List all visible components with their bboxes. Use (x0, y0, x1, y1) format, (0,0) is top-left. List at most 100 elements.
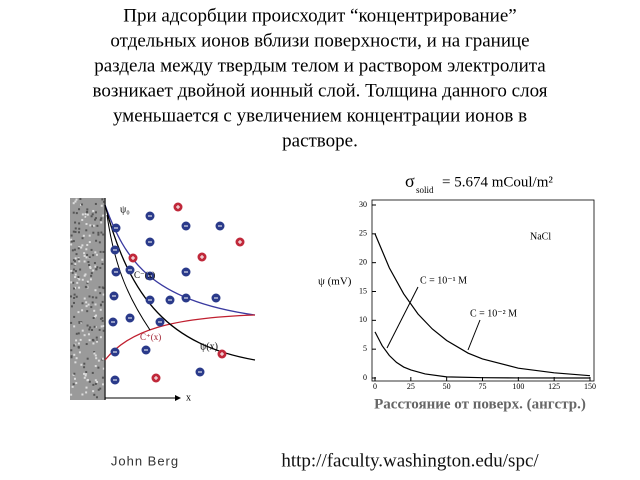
wall-speckle (92, 342, 95, 345)
psi-x-label: ψ(x) (200, 341, 218, 352)
wall-speckle (85, 211, 88, 214)
wall-speckle (90, 215, 93, 218)
wall-speckle (89, 266, 92, 269)
wall-speckle (74, 257, 77, 260)
text-line: раздела между твердым телом и раствором … (94, 55, 546, 76)
wall-speckle (73, 248, 76, 251)
wall-speckle (95, 314, 98, 317)
x-tick-label: 0 (373, 382, 377, 391)
wall-speckle (85, 286, 88, 289)
wall-speckle (101, 317, 104, 320)
cation-sign (154, 376, 158, 380)
wall-speckle (72, 383, 75, 386)
wall-speckle (86, 253, 89, 256)
wall-speckle (78, 208, 81, 211)
wall-speckle (73, 296, 76, 299)
wall-speckle (81, 237, 84, 240)
wall-speckle (81, 218, 84, 221)
psi-curve-2 (106, 214, 151, 331)
wall-speckle (88, 339, 91, 342)
plot-frame (371, 199, 595, 382)
wall-speckle (102, 214, 105, 217)
wall-speckle (99, 250, 102, 253)
wall-speckle (70, 240, 73, 243)
wall-speckle (93, 315, 96, 318)
wall-speckle (92, 209, 95, 212)
y-tick-label: 10 (359, 315, 367, 324)
wall-speckle (70, 356, 73, 359)
y-axis-label: ψ (mV) (318, 276, 352, 288)
wall-speckle (102, 250, 105, 253)
wall-speckle (73, 293, 76, 296)
wall-speckle (78, 222, 81, 225)
text-line: При адсорбции происходит “концентрирован… (123, 5, 516, 26)
wall-speckle (80, 246, 83, 249)
wall-speckle (85, 301, 88, 304)
wall-speckle (97, 388, 100, 391)
wall-speckle (84, 374, 87, 377)
wall-speckle (97, 366, 100, 369)
wall-speckle (77, 276, 80, 279)
wall-speckle (80, 363, 83, 366)
wall-speckle (102, 233, 105, 236)
x-tick-label: 100 (512, 382, 524, 391)
wall-speckle (91, 296, 94, 299)
wall-speckle (87, 333, 90, 336)
wall-speckle (77, 257, 80, 260)
y-tick-label: 25 (359, 229, 367, 238)
x-tick-label: 125 (548, 382, 560, 391)
wall-speckle (94, 202, 97, 205)
wall-speckle (74, 276, 77, 279)
wall-speckle (101, 376, 104, 379)
wall-speckle (94, 289, 97, 292)
wall-speckle (74, 227, 77, 230)
wall-speckle (97, 359, 100, 362)
source-url: http://faculty.washington.edu/spc/ (281, 450, 539, 471)
author: John Berg (111, 453, 179, 468)
wall-speckle (91, 371, 94, 374)
wall-speckle (81, 302, 84, 305)
wall-speckle (70, 234, 73, 237)
wall-speckle (86, 243, 89, 246)
wall-speckle (77, 311, 80, 314)
wall-speckle (72, 211, 75, 214)
wall-speckle (85, 256, 88, 259)
text-line: растворе. (282, 130, 358, 151)
wall-speckle (90, 274, 93, 277)
wall-speckle (91, 328, 94, 331)
potential-chart: 0 5 10 15 20 25 30 0 25 50 75 100 125 150 C = 10⁻¹ M C … (318, 171, 596, 412)
wall-speckle (70, 238, 73, 241)
series-label: C = 10⁻² M (470, 308, 517, 319)
wall-speckle (81, 278, 84, 281)
wall-speckle (86, 310, 89, 313)
wall-speckle (80, 203, 83, 206)
cation-sign (131, 256, 135, 260)
wall-speckle (93, 325, 96, 328)
wall-speckle (74, 263, 77, 266)
cation-sign (238, 240, 242, 244)
wall-speckle (94, 326, 97, 329)
wall-speckle (73, 353, 76, 356)
cation-sign (200, 255, 204, 259)
wall-speckle (82, 234, 85, 237)
wall-speckle (77, 247, 80, 250)
wall-speckle (92, 316, 95, 319)
curve (374, 233, 591, 377)
wall-speckle (83, 252, 86, 255)
wall-speckle (83, 372, 86, 375)
wall-speckle (83, 362, 86, 365)
wall-speckle (81, 393, 84, 396)
wall-speckle (95, 336, 98, 339)
wall-speckle (102, 329, 105, 332)
wall-speckle (101, 300, 104, 303)
wall-speckle (94, 251, 97, 254)
cation-sign (176, 205, 180, 209)
wall-speckle (79, 198, 82, 201)
wall-speckle (84, 273, 87, 276)
wall-speckle (95, 253, 98, 256)
wall-speckle (95, 396, 98, 399)
sigma-subscript: solid (416, 185, 434, 195)
wall-speckle (79, 268, 82, 271)
wall-speckle (91, 213, 94, 216)
wall-speckle (77, 258, 80, 261)
